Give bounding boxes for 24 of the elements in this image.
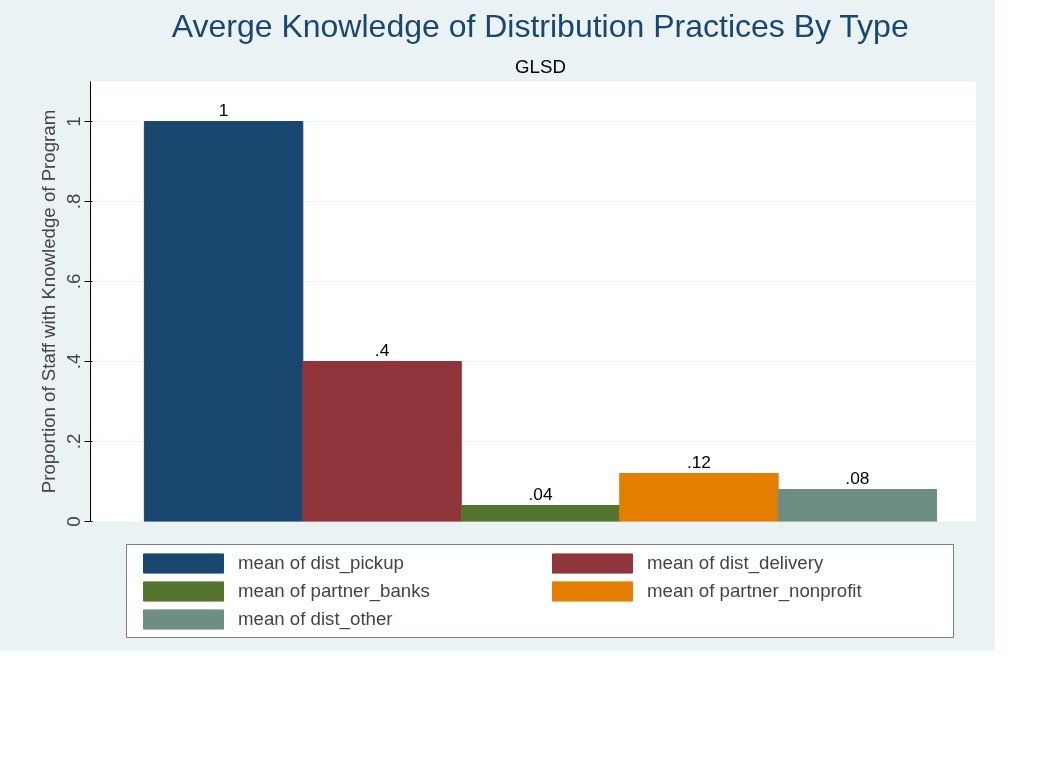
legend-label: mean of partner_banks <box>238 580 431 602</box>
data-label: .4 <box>374 339 390 360</box>
data-label: .04 <box>528 483 553 504</box>
bar <box>302 361 462 522</box>
bar <box>143 121 304 522</box>
y-tick-label: 1 <box>62 116 84 127</box>
bar <box>460 505 621 522</box>
data-label: 1 <box>218 99 229 120</box>
y-tick-label: .6 <box>62 273 84 290</box>
y-tick-label: .4 <box>62 353 84 370</box>
y-tick-label: 0 <box>62 516 84 527</box>
chart-title: Averge Knowledge of Distribution Practices By Type <box>171 7 909 44</box>
legend-label: mean of dist_pickup <box>238 552 405 574</box>
legend-label: mean of dist_delivery <box>647 552 825 574</box>
legend-label: mean of dist_other <box>238 608 394 630</box>
chart-subtitle: GLSD <box>515 55 566 77</box>
bar <box>619 473 779 522</box>
bar <box>777 489 938 522</box>
y-tick-label: .2 <box>62 433 84 450</box>
y-axis-title: Proportion of Staff with Knowledge of Program <box>37 109 59 494</box>
y-tick-label: .8 <box>62 193 84 210</box>
legend-label: mean of partner_nonprofit <box>647 580 863 602</box>
data-label: .08 <box>845 467 870 488</box>
data-label: .12 <box>686 451 711 472</box>
